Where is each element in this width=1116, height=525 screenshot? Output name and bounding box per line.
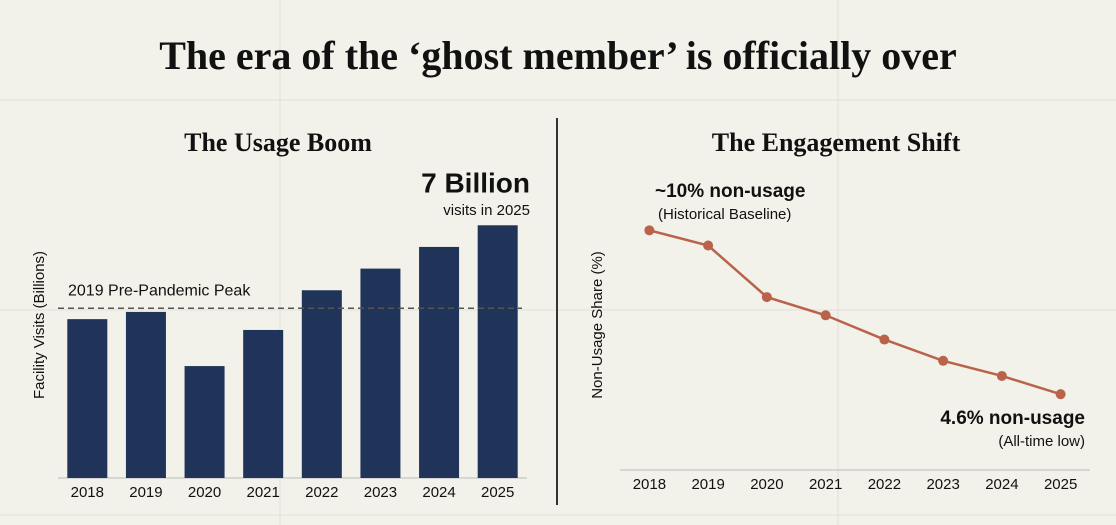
line xyxy=(649,229,1061,396)
annotation: 7 Billion xyxy=(421,167,530,198)
x-tick-label: 2022 xyxy=(305,484,338,501)
x-tick-label: 2024 xyxy=(985,476,1018,493)
page-title: The era of the ‘ghost member’ is officia… xyxy=(159,33,957,78)
bar xyxy=(477,225,518,478)
point xyxy=(820,310,831,321)
point xyxy=(703,240,714,251)
bar xyxy=(67,319,108,478)
bar xyxy=(184,366,225,478)
x-tick-label: 2019 xyxy=(129,484,162,501)
annotation: (All-time low) xyxy=(998,433,1085,450)
annotation: 4.6% non-usage xyxy=(940,408,1085,429)
x-tick-label: 2025 xyxy=(1044,476,1077,493)
point xyxy=(1055,389,1066,400)
bar xyxy=(243,329,284,478)
bar xyxy=(301,290,342,478)
x-tick-label: 2022 xyxy=(868,476,901,493)
annotation: ~10% non-usage xyxy=(655,181,805,202)
y-axis-label: Non-Usage Share (%) xyxy=(589,251,606,399)
bar xyxy=(125,311,166,478)
x-tick-label: 2018 xyxy=(633,476,666,493)
x-tick-label: 2024 xyxy=(422,484,455,501)
x-tick-label: 2020 xyxy=(188,484,221,501)
annotation: (Historical Baseline) xyxy=(658,206,791,223)
x-tick-label: 2018 xyxy=(71,484,104,501)
y-axis-label: Facility Visits (Billions) xyxy=(31,251,48,399)
x-tick-label: 2023 xyxy=(364,484,397,501)
point xyxy=(879,334,890,345)
point xyxy=(761,292,772,303)
annotation: visits in 2025 xyxy=(443,202,530,219)
x-tick-label: 2023 xyxy=(926,476,959,493)
x-tick-label: 2025 xyxy=(481,484,514,501)
x-tick-label: 2019 xyxy=(691,476,724,493)
bar xyxy=(419,246,460,478)
point xyxy=(938,355,949,366)
chart-title: The Engagement Shift xyxy=(712,128,961,157)
x-tick-label: 2021 xyxy=(809,476,842,493)
point xyxy=(644,225,655,236)
chart-title: The Usage Boom xyxy=(184,128,372,157)
x-tick-label: 2021 xyxy=(247,484,280,501)
point xyxy=(996,370,1007,381)
x-tick-label: 2020 xyxy=(750,476,783,493)
reference-label: 2019 Pre-Pandemic Peak xyxy=(68,283,251,300)
bar xyxy=(360,268,401,478)
